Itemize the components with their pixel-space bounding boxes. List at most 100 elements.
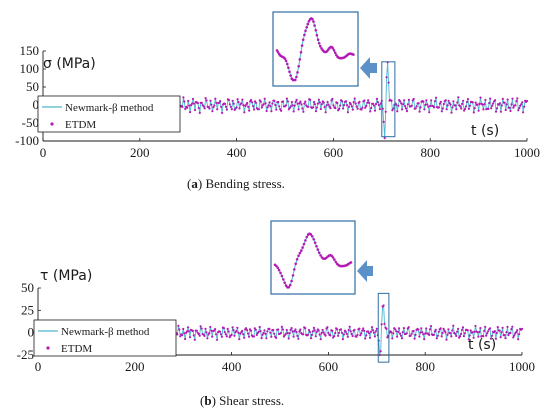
series-marker-etdm bbox=[367, 330, 370, 333]
series-marker-etdm bbox=[202, 105, 205, 108]
series-marker-etdm bbox=[499, 110, 502, 113]
inset-marker-etdm bbox=[280, 274, 284, 278]
series-marker-etdm bbox=[368, 336, 372, 339]
series-marker-etdm bbox=[494, 337, 497, 340]
series-marker-etdm bbox=[243, 336, 246, 339]
inset-marker-etdm bbox=[296, 71, 299, 74]
series-marker-etdm bbox=[434, 96, 438, 99]
series-marker-etdm bbox=[428, 328, 432, 331]
series-marker-etdm bbox=[212, 106, 215, 109]
series-marker-etdm bbox=[275, 108, 278, 111]
series-marker-etdm bbox=[197, 106, 200, 110]
series-marker-etdm bbox=[349, 330, 352, 333]
series-marker-etdm bbox=[312, 106, 315, 109]
series-marker-etdm bbox=[500, 331, 503, 334]
x-axis-label-a: t (s) bbox=[471, 123, 499, 139]
series-marker-etdm bbox=[284, 104, 288, 107]
series-marker-etdm bbox=[501, 326, 504, 329]
series-marker-etdm bbox=[227, 98, 230, 102]
inset-marker-etdm bbox=[334, 260, 338, 264]
series-marker-etdm bbox=[405, 332, 408, 335]
series-marker-etdm bbox=[451, 329, 454, 332]
inset-marker-etdm bbox=[304, 239, 307, 242]
series-marker-etdm bbox=[257, 108, 260, 111]
series-marker-etdm bbox=[433, 106, 436, 109]
series-marker-etdm bbox=[489, 97, 492, 100]
series-marker-etdm bbox=[218, 330, 222, 333]
zoom-arrow-icon bbox=[360, 57, 377, 79]
inset-marker-etdm bbox=[313, 24, 316, 27]
series-marker-etdm bbox=[460, 328, 464, 331]
inset-marker-etdm bbox=[316, 38, 320, 41]
series-marker-etdm bbox=[318, 101, 321, 104]
series-marker-etdm bbox=[312, 100, 316, 104]
series-marker-etdm bbox=[298, 102, 301, 105]
series-marker-etdm bbox=[263, 329, 266, 332]
series-marker-etdm bbox=[223, 331, 226, 334]
series-marker-etdm bbox=[474, 324, 477, 328]
series-marker-etdm bbox=[274, 103, 277, 107]
series-marker-etdm bbox=[505, 331, 508, 334]
series-marker-etdm bbox=[219, 333, 223, 336]
series-marker-etdm bbox=[293, 104, 296, 107]
series-marker-etdm bbox=[284, 332, 287, 335]
inset-frame bbox=[272, 11, 359, 87]
series-marker-etdm bbox=[407, 98, 410, 101]
series-marker-etdm bbox=[247, 332, 250, 335]
series-marker-etdm bbox=[363, 99, 366, 102]
series-marker-etdm bbox=[501, 97, 504, 100]
series-marker-etdm bbox=[400, 102, 403, 105]
inset-marker-etdm bbox=[305, 26, 309, 29]
series-marker-etdm bbox=[344, 330, 347, 333]
series-marker-etdm bbox=[495, 331, 498, 335]
series-marker-etdm bbox=[485, 334, 488, 337]
series-marker-etdm bbox=[505, 103, 508, 106]
series-marker-etdm bbox=[192, 334, 195, 337]
series-marker-etdm bbox=[511, 325, 514, 328]
inset-marker-etdm bbox=[295, 75, 298, 79]
series-marker-etdm bbox=[459, 105, 462, 108]
series-marker-etdm bbox=[361, 106, 364, 109]
series-marker-etdm bbox=[420, 327, 423, 330]
series-marker-etdm bbox=[472, 336, 475, 339]
series-marker-etdm bbox=[440, 110, 443, 113]
series-marker-etdm bbox=[228, 103, 231, 106]
series-marker-etdm bbox=[213, 104, 216, 107]
series-marker-etdm bbox=[266, 106, 269, 109]
series-marker-etdm bbox=[230, 108, 233, 111]
series-marker-etdm bbox=[429, 325, 433, 328]
series-marker-etdm bbox=[302, 110, 305, 113]
legend-marker-swatch-b bbox=[46, 346, 50, 350]
series-marker-etdm bbox=[457, 327, 460, 330]
series-marker-etdm bbox=[385, 327, 388, 330]
y-tick-label: 50 bbox=[21, 280, 34, 295]
inset-marker-etdm bbox=[301, 38, 305, 42]
inset-marker-etdm bbox=[332, 49, 336, 52]
series-marker-etdm bbox=[402, 103, 405, 106]
series-marker-etdm bbox=[252, 108, 256, 111]
series-marker-etdm bbox=[193, 108, 197, 112]
series-marker-etdm bbox=[181, 334, 184, 337]
legend-a: Newmark-β method ETDM bbox=[37, 95, 181, 133]
series-marker-etdm bbox=[428, 111, 431, 114]
series-marker-etdm bbox=[439, 100, 442, 103]
series-marker-etdm bbox=[315, 330, 318, 333]
inset-marker-etdm bbox=[288, 283, 292, 287]
series-marker-etdm bbox=[445, 108, 448, 111]
series-marker-etdm bbox=[269, 105, 272, 108]
series-marker-etdm bbox=[344, 100, 348, 103]
inset-marker-etdm bbox=[319, 254, 322, 257]
series-marker-etdm bbox=[296, 102, 299, 105]
inset-marker-etdm bbox=[284, 59, 288, 63]
series-marker-etdm bbox=[477, 109, 480, 112]
series-marker-etdm bbox=[292, 110, 295, 113]
series-marker-etdm bbox=[377, 103, 380, 107]
series-marker-etdm bbox=[294, 100, 297, 103]
series-marker-etdm bbox=[394, 328, 397, 331]
series-marker-etdm bbox=[446, 333, 449, 336]
y-tick-label: 100 bbox=[20, 61, 40, 76]
series-marker-etdm bbox=[231, 326, 234, 329]
series-marker-etdm bbox=[450, 335, 453, 338]
y-axis-label-b: τ (MPa) bbox=[40, 268, 92, 284]
series-marker-etdm bbox=[224, 333, 227, 336]
